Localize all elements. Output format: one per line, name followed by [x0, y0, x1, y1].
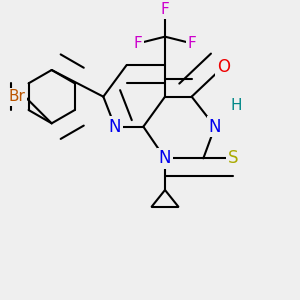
Text: Br: Br: [8, 89, 25, 104]
Text: F: F: [187, 36, 196, 51]
Text: N: N: [109, 118, 121, 136]
Text: N: N: [209, 118, 221, 136]
Text: F: F: [134, 36, 143, 51]
Text: F: F: [160, 2, 169, 17]
Text: O: O: [217, 58, 230, 76]
Text: H: H: [231, 98, 242, 112]
Text: S: S: [228, 149, 238, 167]
Text: N: N: [159, 149, 171, 167]
